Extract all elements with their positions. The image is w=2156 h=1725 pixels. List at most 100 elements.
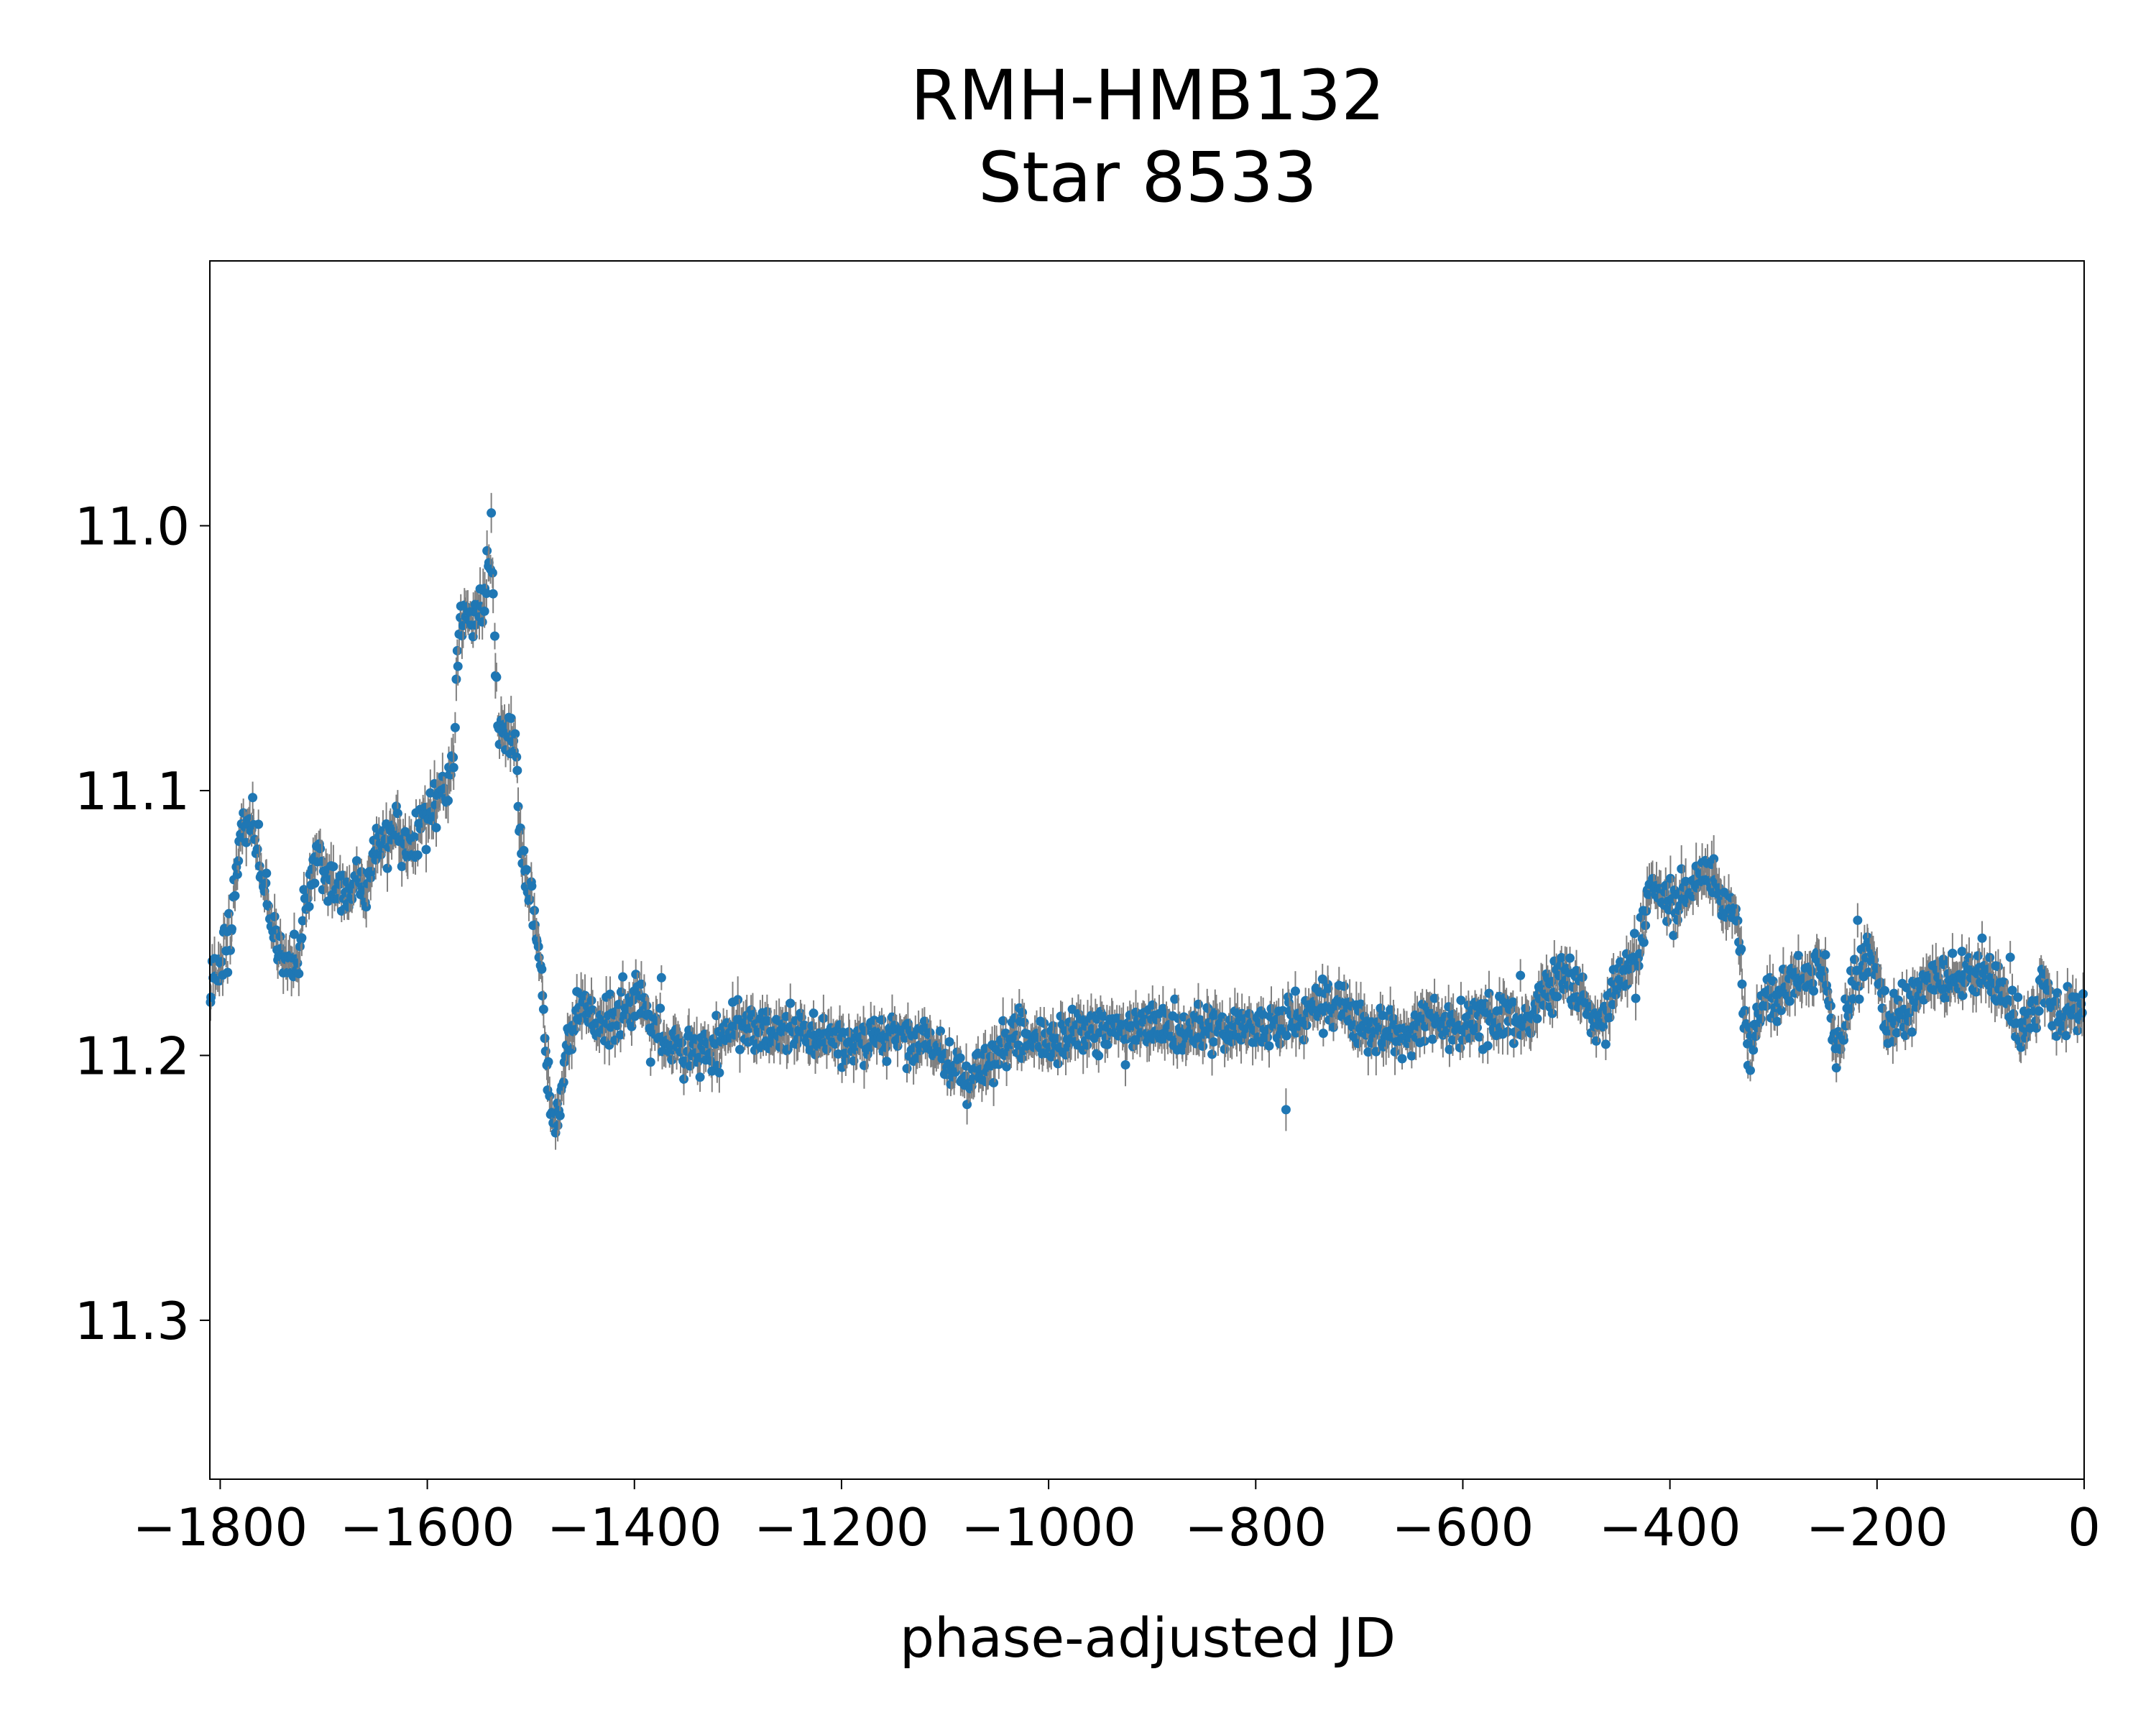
point-marker [294, 969, 304, 979]
point-marker [1634, 961, 1644, 971]
point-marker [453, 661, 463, 671]
point-marker [1889, 988, 1899, 998]
point-marker [1600, 1039, 1611, 1049]
point-marker [865, 1042, 875, 1052]
data-point [1363, 1029, 1373, 1076]
data-point [431, 809, 441, 847]
point-marker [510, 729, 520, 739]
point-marker [1793, 950, 1803, 960]
data-point [1547, 998, 1557, 1029]
point-marker [310, 878, 320, 888]
point-marker [1761, 1001, 1772, 1011]
data-point [304, 893, 314, 920]
data-point [1102, 1031, 1112, 1059]
data-point [294, 951, 304, 996]
point-marker [631, 970, 641, 980]
point-marker [1577, 972, 1588, 982]
point-marker [1508, 997, 1518, 1007]
point-marker [1907, 1027, 1917, 1037]
point-marker [618, 972, 628, 982]
point-marker [1903, 1016, 1913, 1026]
point-marker [492, 672, 502, 682]
data-point [1397, 1048, 1407, 1070]
point-marker [783, 1044, 793, 1054]
data-point [860, 1017, 870, 1045]
point-marker [841, 1055, 851, 1065]
point-marker [754, 1028, 764, 1038]
data-point [793, 1017, 803, 1061]
data-point [944, 1027, 954, 1057]
data-point [1516, 959, 1526, 992]
point-marker [410, 832, 420, 842]
data-point [226, 916, 236, 942]
data-point [1170, 988, 1180, 1011]
data-point [1831, 1053, 1841, 1082]
data-point [413, 843, 423, 867]
data-point [298, 909, 308, 932]
data-point [1639, 931, 1649, 954]
point-marker [1419, 1036, 1429, 1046]
point-marker [679, 1074, 689, 1084]
point-marker [1445, 1044, 1455, 1054]
point-marker [1841, 1021, 1851, 1031]
data-point [519, 828, 529, 873]
data-point [1508, 990, 1518, 1014]
point-marker [1281, 1031, 1291, 1041]
point-marker [1552, 992, 1562, 1002]
data-point [1120, 1043, 1130, 1087]
data-point [482, 579, 492, 608]
data-point [695, 1062, 705, 1092]
point-marker [519, 845, 529, 855]
point-marker [1056, 1011, 1066, 1021]
point-marker [860, 1026, 870, 1036]
point-marker [1737, 979, 1747, 989]
point-marker [1740, 1006, 1750, 1016]
point-marker [695, 1072, 705, 1082]
data-point [586, 977, 596, 1024]
data-point [453, 647, 463, 686]
data-point [538, 990, 548, 1029]
data-point [513, 787, 523, 826]
data-point [1641, 911, 1651, 939]
point-marker [1281, 1105, 1291, 1115]
data-point [225, 936, 235, 965]
point-marker [448, 763, 459, 773]
data-point [1419, 1028, 1429, 1054]
point-marker [1318, 1029, 1328, 1039]
point-marker [1591, 1036, 1601, 1046]
data-point [1600, 1028, 1611, 1060]
point-marker [225, 945, 235, 955]
point-marker [627, 1021, 637, 1031]
data-point [1406, 1043, 1416, 1069]
data-point [1281, 1022, 1291, 1049]
data-point [882, 1043, 892, 1080]
data-point [1736, 926, 1746, 972]
point-marker [515, 823, 525, 833]
point-marker [1639, 937, 1649, 947]
point-marker [230, 891, 240, 901]
point-marker [391, 801, 401, 811]
point-marker [1565, 953, 1575, 963]
point-marker [1328, 1022, 1338, 1032]
point-marker [1420, 1021, 1430, 1031]
point-marker [1122, 1034, 1132, 1044]
data-point [655, 993, 665, 1024]
point-marker [628, 995, 638, 1006]
point-marker [936, 1026, 946, 1036]
point-marker [711, 1011, 722, 1021]
data-point [1737, 968, 1747, 1000]
point-marker [1456, 995, 1466, 1006]
data-point [1809, 975, 1819, 1007]
point-marker [786, 998, 796, 1008]
data-point [1904, 998, 1915, 1026]
point-marker [1323, 983, 1333, 993]
point-marker [450, 722, 460, 732]
point-marker [1880, 985, 1890, 995]
data-point [616, 1017, 626, 1053]
data-point [448, 745, 459, 791]
point-marker [1363, 1047, 1373, 1057]
data-point [515, 806, 525, 850]
point-marker [1892, 1028, 1902, 1038]
data-point [1281, 1088, 1291, 1131]
